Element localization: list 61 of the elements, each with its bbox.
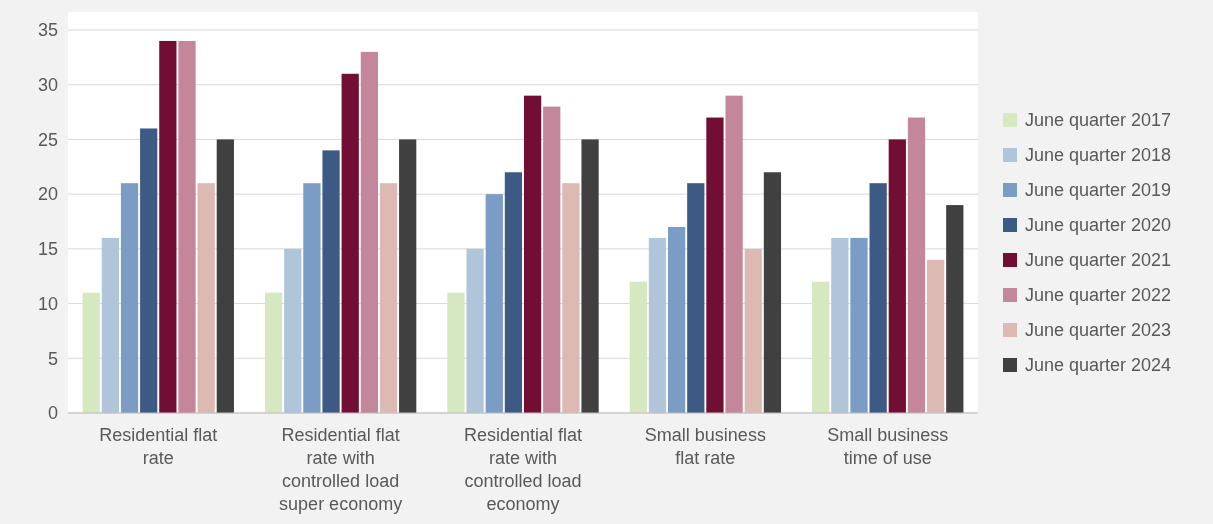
bar xyxy=(523,95,542,413)
bar xyxy=(744,248,762,413)
bar xyxy=(303,183,321,413)
y-tick-label: 15 xyxy=(37,239,58,260)
legend-label: June quarter 2018 xyxy=(1025,145,1172,166)
bar xyxy=(322,150,340,413)
y-tick-label: 35 xyxy=(37,20,58,41)
x-tick-label: Small business flat rate xyxy=(644,425,766,468)
bar xyxy=(216,139,234,413)
bar xyxy=(284,248,302,413)
bar xyxy=(850,237,868,413)
bar xyxy=(725,95,743,413)
legend-label: June quarter 2023 xyxy=(1025,320,1172,341)
legend-label: June quarter 2019 xyxy=(1025,180,1172,201)
y-tick-label: 25 xyxy=(37,129,58,150)
bar xyxy=(831,237,849,413)
y-tick-label: 10 xyxy=(37,293,58,314)
bar xyxy=(447,292,465,413)
legend-label: June quarter 2017 xyxy=(1025,110,1172,131)
bar xyxy=(812,281,830,413)
bar xyxy=(264,292,283,413)
bar xyxy=(140,128,158,413)
bar xyxy=(120,183,139,413)
bar xyxy=(360,51,378,413)
bar xyxy=(485,194,503,413)
bar xyxy=(178,40,196,413)
bar xyxy=(869,183,887,413)
bar xyxy=(888,139,906,413)
bar xyxy=(946,205,964,413)
bar xyxy=(648,237,667,413)
bar xyxy=(927,259,945,413)
bar xyxy=(581,139,599,413)
legend-label: June quarter 2020 xyxy=(1025,215,1172,236)
bar xyxy=(197,183,215,413)
bar xyxy=(159,40,177,413)
bar xyxy=(101,237,119,413)
y-tick-label: 5 xyxy=(47,348,58,369)
bar xyxy=(763,172,782,413)
legend-label: June quarter 2021 xyxy=(1025,250,1172,271)
legend-label: June quarter 2024 xyxy=(1025,355,1172,376)
bar xyxy=(706,117,724,413)
x-tick-label: Residential flat rate with controlled load economy xyxy=(463,425,583,514)
bar xyxy=(668,226,686,413)
bar xyxy=(562,183,580,413)
bar xyxy=(341,73,359,413)
bar xyxy=(399,139,417,413)
bar xyxy=(687,183,705,413)
y-tick-label: 30 xyxy=(37,75,58,96)
bar xyxy=(466,248,484,413)
bar xyxy=(82,292,100,413)
y-tick-label: 0 xyxy=(47,403,58,424)
bar xyxy=(504,172,523,413)
bar xyxy=(543,106,561,413)
bar xyxy=(379,183,398,413)
legend-label: June quarter 2022 xyxy=(1025,285,1172,306)
bar xyxy=(629,281,647,413)
x-tick-label: Residential flat rate with controlled load super economy xyxy=(279,425,403,514)
y-tick-label: 20 xyxy=(37,184,58,205)
x-tick-label: Residential flat rate xyxy=(99,425,218,468)
x-tick-label: Small business time of use xyxy=(827,425,949,468)
bar xyxy=(907,117,926,413)
